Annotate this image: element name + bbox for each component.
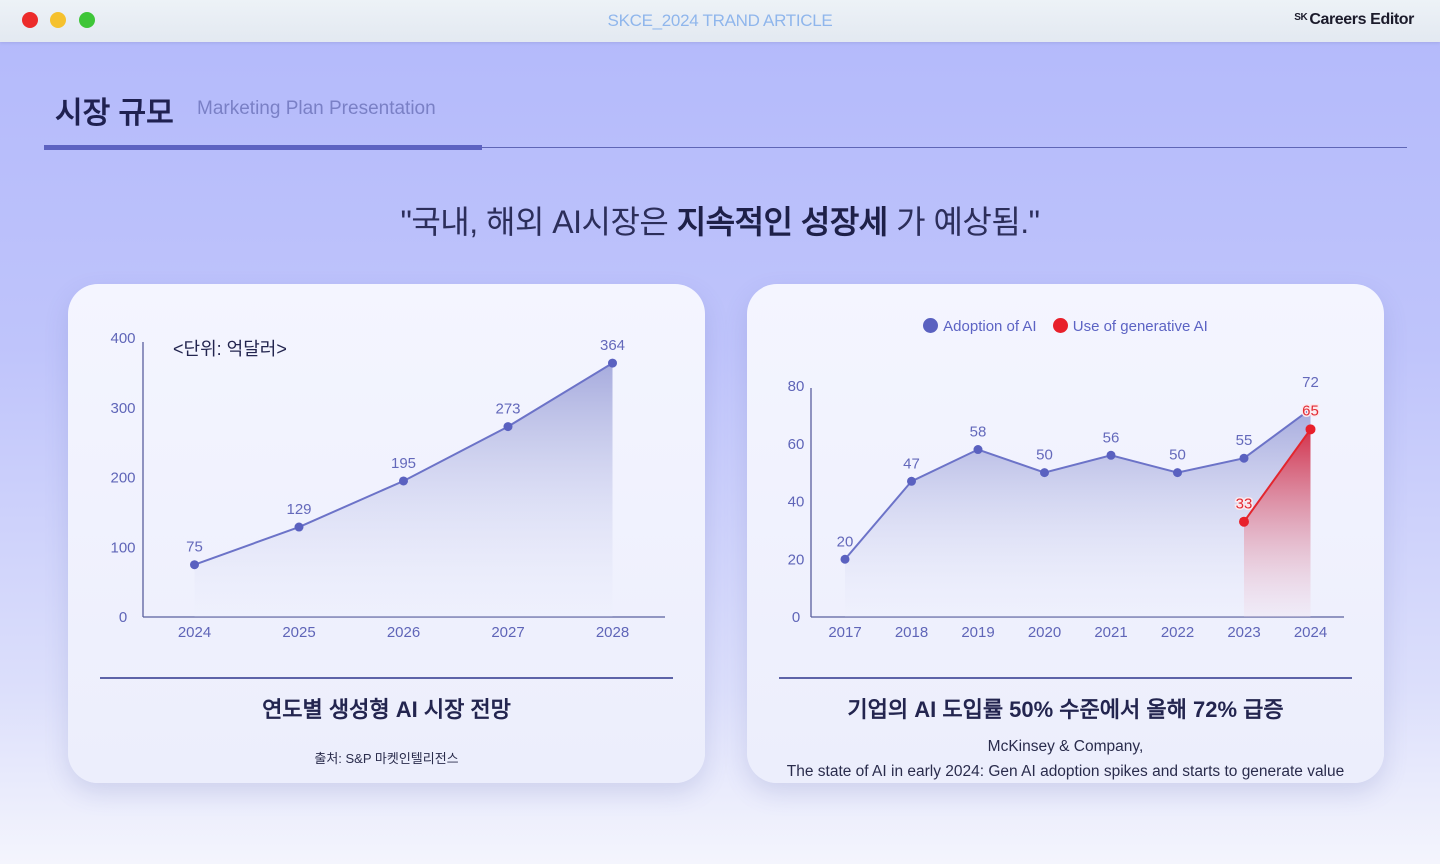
legend-swatch-blue xyxy=(923,318,939,333)
data-label: 72 xyxy=(1302,374,1319,391)
data-label: 50 xyxy=(1169,447,1186,464)
page-title: 시장 규모 xyxy=(55,97,174,130)
window-titlebar: SKCE_2024 TRAND ARTICLE SK Careers Editor xyxy=(0,0,1440,42)
data-point xyxy=(1040,468,1049,478)
market-size-chart: 0 100 200 300 400 2024 2025 2026 2027 2028 75 129 19… xyxy=(110,330,665,641)
series-line xyxy=(844,408,1312,560)
maximize-window-button[interactable] xyxy=(79,12,95,28)
genai-line xyxy=(1243,428,1312,523)
chart-title: 기업의 AI 도입률 50% 수준에서 올해 72% 급증 xyxy=(847,697,1284,722)
data-label: 364 xyxy=(600,337,625,354)
x-tick-label: 2020 xyxy=(1028,624,1061,641)
data-point xyxy=(1106,450,1116,460)
data-label: 75 xyxy=(186,539,203,556)
genai-point xyxy=(1305,424,1316,435)
data-label: 55 xyxy=(1236,432,1253,449)
headline-quote: "국내, 해외 AI시장은 지속적인 성장세 가 예상됨." xyxy=(0,197,1440,243)
headline-text-end: 가 예상됨." xyxy=(887,204,1040,240)
y-tick-label: 0 xyxy=(792,609,800,626)
ai-adoption-card: Adoption of AI Use of generative AI 0 20 4… xyxy=(747,284,1384,783)
brand-logo: SK Careers Editor xyxy=(1294,11,1414,29)
data-label: 50 xyxy=(1036,447,1053,464)
x-tick-label: 2024 xyxy=(1294,624,1327,641)
y-tick-label: 100 xyxy=(110,539,135,556)
legend-item-adoption: Adoption of AI xyxy=(923,318,1037,335)
data-point xyxy=(294,522,304,532)
headline-text-start: "국내, 해외 AI시장은 xyxy=(400,204,677,240)
window-title: SKCE_2024 TRAND ARTICLE xyxy=(607,11,833,30)
data-label: 56 xyxy=(1103,429,1120,446)
page-subtitle: Marketing Plan Presentation xyxy=(197,98,436,119)
x-tick-label: 2018 xyxy=(895,624,928,641)
x-tick-label: 2017 xyxy=(828,624,861,641)
source-note: 출처: S&P 마켓인텔리전스 xyxy=(314,751,459,766)
data-point xyxy=(1173,468,1182,478)
legend-label: Adoption of AI xyxy=(943,318,1037,335)
source-note: McKinsey & Company, The state of AI in e… xyxy=(747,734,1384,784)
card-divider xyxy=(779,677,1352,679)
y-tick-label: 20 xyxy=(788,551,805,568)
legend-swatch-red xyxy=(1052,318,1068,333)
x-tick-label: 2028 xyxy=(596,624,629,641)
x-tick-label: 2022 xyxy=(1161,624,1194,641)
legend-item-genai: Use of generative AI xyxy=(1052,318,1208,335)
genai-area xyxy=(1244,429,1311,617)
data-label: 58 xyxy=(970,424,987,441)
header-divider-accent xyxy=(44,145,482,150)
data-point xyxy=(840,554,850,564)
x-tick-label: 2019 xyxy=(961,624,994,641)
data-label: 129 xyxy=(286,501,311,518)
data-label: 273 xyxy=(495,401,520,418)
series-area xyxy=(194,363,613,617)
data-point xyxy=(503,422,513,432)
data-point xyxy=(907,476,916,486)
chart-title: 연도별 생성형 AI 시장 전망 xyxy=(262,697,511,722)
card-divider xyxy=(100,677,673,679)
x-tick-label: 2025 xyxy=(282,624,315,641)
brand-name: Careers Editor xyxy=(1309,11,1414,28)
minimize-window-button[interactable] xyxy=(50,12,66,28)
y-tick-label: 40 xyxy=(788,494,805,511)
data-point xyxy=(608,358,617,368)
y-tick-label: 80 xyxy=(788,378,805,395)
header-divider xyxy=(44,147,1407,148)
x-tick-label: 2027 xyxy=(491,624,524,641)
y-tick-label: 400 xyxy=(110,330,135,347)
genai-point xyxy=(1239,516,1249,527)
source-line-1: McKinsey & Company, xyxy=(987,738,1144,755)
x-tick-label: 2024 xyxy=(178,624,211,641)
genai-data-label: 65 xyxy=(1302,402,1319,419)
legend-label: Use of generative AI xyxy=(1072,318,1208,335)
y-tick-label: 200 xyxy=(110,470,135,487)
data-point xyxy=(399,476,408,486)
data-point xyxy=(190,560,199,570)
series-area xyxy=(845,409,1311,617)
x-tick-label: 2021 xyxy=(1094,624,1127,641)
x-tick-label: 2026 xyxy=(387,624,420,641)
y-tick-label: 60 xyxy=(788,436,805,453)
y-tick-label: 0 xyxy=(119,609,127,626)
close-window-button[interactable] xyxy=(22,12,38,28)
headline-emphasis: 지속적인 성장세 xyxy=(676,204,888,240)
unit-note: <단위: 억달러> xyxy=(173,339,287,359)
data-point xyxy=(1239,453,1249,463)
y-tick-label: 300 xyxy=(110,400,135,417)
data-point xyxy=(973,445,983,455)
chart-legend: Adoption of AI Use of generative AI xyxy=(747,318,1384,335)
data-label: 47 xyxy=(903,455,920,472)
x-tick-label: 2023 xyxy=(1227,624,1260,641)
data-label: 20 xyxy=(837,533,854,550)
brand-prefix: SK xyxy=(1294,12,1308,23)
data-label: 195 xyxy=(391,455,416,472)
source-line-2: The state of AI in early 2024: Gen AI ad… xyxy=(786,763,1345,780)
genai-data-label: 33 xyxy=(1236,496,1253,513)
market-size-card: 0 100 200 300 400 2024 2025 2026 2027 2028 75 129 19… xyxy=(68,284,705,783)
